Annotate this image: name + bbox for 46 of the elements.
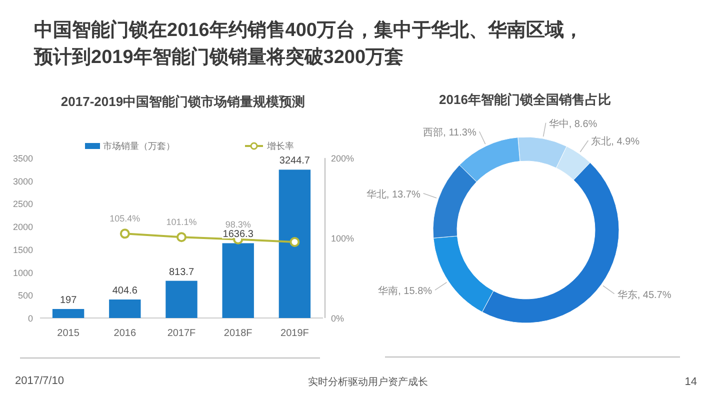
y2-tick-label: 200% (331, 154, 354, 164)
data-label: 404.6 (112, 286, 138, 297)
y-tick-label: 500 (18, 290, 33, 301)
data-label: 3244.7 (279, 156, 310, 167)
x-tick-label: 2015 (57, 328, 80, 339)
x-tick-label: 2017F (167, 328, 196, 339)
slice-label: 东北, 4.9% (591, 135, 640, 148)
text: 14 (684, 376, 697, 388)
bar (52, 308, 84, 318)
chart-title: 2017-2019中国智能门锁市场销量规模预测 (60, 94, 306, 109)
x-tick-label: 2016 (114, 328, 136, 339)
bar (222, 243, 254, 318)
text: 中国智能门锁在2016年约销售400万台，集中于华北、华南区域，预计到2019年智能门锁销量将突破3200万套 (33, 19, 583, 68)
y2-tick-label: 0% (331, 314, 344, 324)
data-label: 197 (60, 294, 78, 306)
point (176, 232, 186, 242)
data-label: 1636.3 (222, 229, 254, 240)
y-tick-label: 3500 (12, 154, 33, 164)
y2-tick-label: 100% (331, 234, 354, 244)
data-label: 98.3% (225, 219, 251, 230)
y-tick-label: 0 (28, 314, 33, 324)
legend-label: 市场销量（万套） (103, 141, 175, 151)
legend-label: 增长率 (266, 141, 294, 151)
bar (166, 280, 198, 318)
point (120, 228, 130, 239)
slice-label: 华北, 13.7% (366, 188, 420, 200)
bar (278, 170, 311, 318)
x-tick-label: 2019F (280, 328, 309, 339)
point (290, 237, 300, 247)
x-tick-label: 2018F (224, 328, 252, 339)
text: 实时分析驱动用户资产成长 (308, 376, 428, 388)
slice-label: 西部, 11.3% (423, 126, 476, 138)
y-tick-label: 1000 (12, 268, 33, 278)
chart-title: 2016年智能门锁全国销售占比 (439, 92, 611, 107)
y-tick-label: 3000 (12, 176, 33, 186)
y-tick-label: 2500 (12, 199, 33, 210)
data-label: 101.1% (166, 217, 197, 228)
data-label: 105.4% (110, 214, 140, 224)
bar (109, 300, 141, 318)
text: 2017/7/10 (15, 375, 64, 387)
data-label: 813.7 (168, 266, 194, 278)
slice-label: 华东, 45.7% (617, 288, 672, 301)
y-tick-label: 2000 (12, 222, 33, 232)
slice-label: 华南, 15.8% (378, 285, 432, 298)
slice-label: 华中, 8.6% (548, 118, 598, 130)
y-tick-label: 1500 (12, 244, 33, 255)
